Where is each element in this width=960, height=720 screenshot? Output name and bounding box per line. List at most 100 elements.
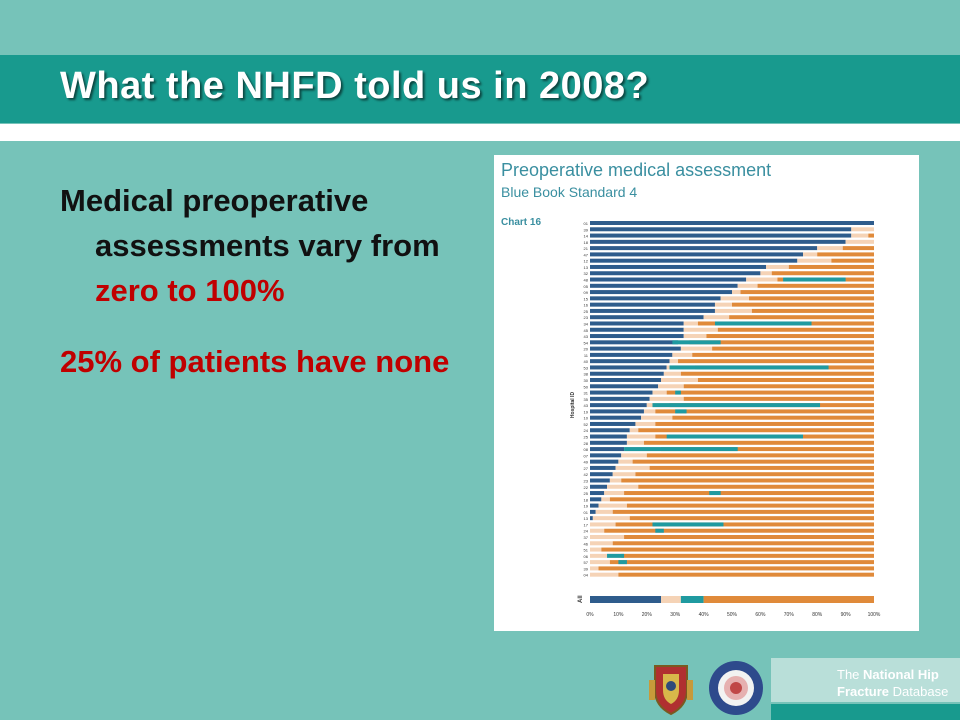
bar-cream-24 [663, 371, 681, 376]
bar-cream-30 [643, 409, 656, 414]
bar-cream-3 [845, 239, 874, 244]
bar-cream-55 [590, 566, 599, 571]
bar-teal-overlay-13 [618, 560, 627, 565]
bar-not-assessed-55 [598, 566, 874, 571]
y-tick-label-21: 11 [584, 353, 589, 358]
bar-cream-45 [598, 503, 627, 508]
bar-cream-8 [760, 271, 772, 276]
y-tick-label-31: 10 [584, 416, 589, 421]
bar-cream-20 [680, 346, 713, 351]
bar-assessed-16 [590, 321, 684, 326]
y-tick-label-26: 50 [584, 384, 589, 389]
bar-assessed-11 [590, 290, 732, 295]
x-tick-label-2: 20% [642, 612, 653, 618]
bar-assessed-29 [590, 403, 647, 408]
bar-not-assessed-21 [692, 352, 874, 357]
bar-cream-44 [601, 497, 610, 502]
bar-assessed-39 [590, 465, 616, 470]
x-tick-label-7: 70% [784, 612, 795, 618]
bullet1-highlight: zero to 100% [95, 273, 285, 308]
bar-cream-21 [672, 352, 693, 357]
bar-not-assessed-43 [624, 491, 874, 496]
bar-assessed-1 [590, 227, 852, 232]
bar-cream-33 [629, 428, 639, 433]
bar-not-assessed-6 [831, 258, 874, 263]
nhfd-brand-bold2: Fracture [837, 684, 890, 699]
y-tick-label-50: 37 [584, 535, 589, 540]
bar-assessed-5 [590, 252, 803, 257]
bar-not-assessed-54 [609, 560, 874, 565]
bar-cream-17 [683, 327, 718, 332]
bar-not-assessed-20 [712, 346, 874, 351]
bar-assessed-37 [590, 453, 622, 458]
bar-cream-31 [641, 415, 673, 420]
bar-not-assessed-27 [666, 390, 874, 395]
bar-assessed-38 [590, 459, 619, 464]
y-tick-label-24: 38 [584, 372, 589, 377]
bar-teal-overlay-5 [652, 403, 821, 408]
bar-assessed-44 [590, 497, 602, 502]
bar-assessed-43 [590, 491, 605, 496]
bar-cream-12 [720, 296, 750, 301]
bar-teal-overlay-10 [652, 522, 724, 527]
bar-cream-41 [609, 478, 622, 483]
bar-assessed-32 [590, 421, 636, 426]
bar-not-assessed-49 [604, 528, 874, 533]
bar-cream-51 [590, 541, 613, 546]
bar-assessed-2 [590, 233, 852, 238]
y-tick-label-40: 42 [584, 472, 589, 477]
y-tick-label-53: 06 [584, 554, 589, 559]
all-row-blue [590, 596, 661, 603]
bar-cream-7 [766, 264, 789, 269]
y-tick-label-33: 24 [584, 428, 589, 433]
bar-assessed-18 [590, 334, 684, 339]
bar-cream-40 [612, 472, 636, 477]
bar-cream-42 [607, 484, 639, 489]
bar-not-assessed-5 [817, 252, 874, 257]
bar-not-assessed-15 [729, 315, 874, 320]
bar-assessed-4 [590, 246, 818, 251]
y-tick-label-30: 19 [584, 409, 589, 414]
y-tick-label-20: 20 [584, 347, 589, 352]
bar-not-assessed-8 [771, 271, 874, 276]
y-tick-label-43: 25 [584, 491, 589, 496]
y-tick-label-17: 45 [584, 328, 589, 333]
x-tick-label-3: 30% [670, 612, 681, 618]
bar-assessed-19 [590, 340, 679, 345]
bar-not-assessed-33 [638, 428, 874, 433]
bar-cream-49 [590, 528, 605, 533]
chart-label: Chart 16 [501, 217, 542, 228]
bar-assessed-30 [590, 409, 644, 414]
y-tick-label-36: 08 [584, 447, 589, 452]
bar-not-assessed-42 [638, 484, 874, 489]
y-tick-label-54: 57 [584, 560, 589, 565]
bullet-medical-assessments: Medical preoperative assessments vary fr… [60, 178, 480, 313]
bar-not-assessed-56 [618, 572, 874, 577]
bar-teal-overlay-1 [714, 321, 812, 326]
bar-not-assessed-14 [751, 308, 874, 313]
college-crest-logo [649, 665, 693, 716]
y-tick-label-12: 15 [584, 296, 589, 301]
y-tick-label-8: 32 [584, 271, 589, 276]
y-tick-label-29: 43 [584, 403, 589, 408]
bar-cream-56 [590, 572, 619, 577]
y-tick-label-37: 07 [584, 453, 589, 458]
bar-not-assessed-26 [683, 384, 874, 389]
y-tick-label-11: 09 [584, 290, 589, 295]
y-tick-label-27: 31 [584, 391, 589, 396]
bar-assessed-33 [590, 428, 630, 433]
bar-assessed-42 [590, 484, 608, 489]
y-tick-label-2: 14 [584, 234, 589, 239]
bar-cream-6 [797, 258, 832, 263]
bar-cream-37 [621, 453, 647, 458]
y-tick-label-0: 01 [584, 221, 589, 226]
nhfd-brand-line1: The National Hip [837, 667, 939, 682]
bar-not-assessed-40 [635, 472, 874, 477]
bar-not-assessed-19 [689, 340, 874, 345]
y-tick-label-44: 18 [584, 497, 589, 502]
bar-assessed-3 [590, 239, 846, 244]
y-tick-label-56: 04 [584, 573, 589, 578]
bar-not-assessed-10 [757, 283, 874, 288]
bar-not-assessed-47 [629, 516, 874, 521]
bar-teal-overlay-7 [666, 434, 803, 439]
